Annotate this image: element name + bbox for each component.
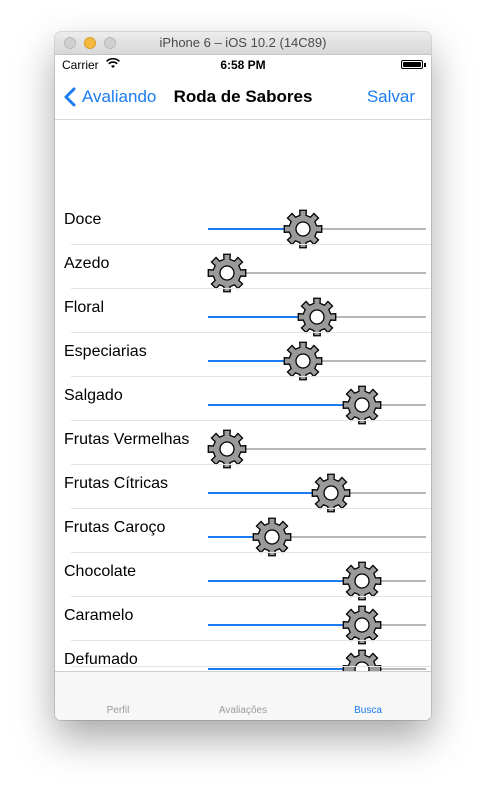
tab-avaliacoes[interactable]: Avaliações xyxy=(218,705,268,716)
flavor-list: Doce Azedo Floral Especiarias Salgado Frutas … xyxy=(55,201,431,689)
row-separator xyxy=(71,508,431,509)
flavor-label: Chocolate xyxy=(64,563,137,580)
list-item: Frutas Vermelhas xyxy=(55,421,431,469)
page-title: Roda de Sabores xyxy=(173,87,313,106)
gear-icon[interactable] xyxy=(283,341,323,381)
status-time: 6:58 PM xyxy=(220,58,266,72)
simulator-window: iPhone 6 – iOS 10.2 (14C89) Carrier 6:58… xyxy=(55,32,431,720)
list-item: Frutas Caroço xyxy=(55,509,431,557)
slider-fill xyxy=(208,536,272,538)
list-item: Azedo xyxy=(55,245,431,293)
flavor-slider[interactable] xyxy=(208,297,426,337)
flavor-slider[interactable] xyxy=(207,253,426,293)
gear-icon[interactable] xyxy=(207,429,247,469)
flavor-label: Azedo xyxy=(64,255,110,272)
flavor-label: Especiarias xyxy=(64,343,147,360)
slider-track xyxy=(208,272,426,274)
chevron-left-icon xyxy=(64,87,76,107)
slider-fill xyxy=(208,668,362,670)
gear-icon[interactable] xyxy=(207,253,247,293)
gear-icon[interactable] xyxy=(342,385,382,425)
flavor-label: Frutas Cítricas xyxy=(64,475,169,492)
flavor-slider[interactable] xyxy=(208,341,426,381)
carrier-label: Carrier xyxy=(62,58,99,72)
navigation-bar: Avaliando Roda de Sabores Salvar xyxy=(55,75,431,120)
flavor-label: Salgado xyxy=(64,387,123,404)
slider-track xyxy=(208,536,426,538)
row-separator xyxy=(71,640,431,641)
slider-fill xyxy=(208,360,303,362)
slider-fill xyxy=(208,624,362,626)
row-separator xyxy=(71,552,431,553)
flavor-label: Caramelo xyxy=(64,607,134,624)
gear-icon[interactable] xyxy=(283,209,323,249)
window-title: iPhone 6 – iOS 10.2 (14C89) xyxy=(159,35,327,50)
window-minimize-button[interactable] xyxy=(84,37,96,49)
device-screen: Carrier 6:58 PM Avaliando Roda de Sabore… xyxy=(55,55,431,720)
window-titlebar: iPhone 6 – iOS 10.2 (14C89) xyxy=(55,32,431,55)
tab-busca[interactable]: Busca xyxy=(354,705,382,716)
slider-fill xyxy=(208,492,332,494)
list-item: Salgado xyxy=(55,377,431,425)
status-bar: Carrier 6:58 PM xyxy=(55,55,431,75)
flavor-label: Frutas Vermelhas xyxy=(64,431,190,448)
row-separator xyxy=(71,288,431,289)
row-separator xyxy=(71,596,431,597)
flavor-label: Floral xyxy=(64,299,105,316)
slider-track xyxy=(208,448,426,450)
list-item: Floral xyxy=(55,289,431,337)
slider-fill xyxy=(208,580,362,582)
flavor-label: Doce xyxy=(64,211,102,228)
list-item: Especiarias xyxy=(55,333,431,381)
back-button[interactable]: Avaliando xyxy=(63,87,156,107)
list-separator xyxy=(71,666,431,667)
slider-fill xyxy=(208,316,317,318)
battery-icon xyxy=(401,60,423,69)
flavor-slider[interactable] xyxy=(208,605,426,645)
slider-fill xyxy=(208,228,303,230)
list-item: Doce xyxy=(55,201,431,249)
flavor-slider[interactable] xyxy=(208,209,426,249)
flavor-label: Defumado xyxy=(64,651,138,668)
row-separator xyxy=(71,420,431,421)
flavor-label: Frutas Caroço xyxy=(64,519,166,536)
row-separator xyxy=(71,464,431,465)
back-button-label: Avaliando xyxy=(82,87,157,106)
wifi-icon xyxy=(106,58,120,68)
slider-fill xyxy=(208,404,362,406)
battery-tip xyxy=(424,63,426,67)
row-separator xyxy=(71,376,431,377)
flavor-slider[interactable] xyxy=(208,385,426,425)
flavor-slider[interactable] xyxy=(208,561,426,601)
gear-icon[interactable] xyxy=(297,297,337,337)
list-item: Chocolate xyxy=(55,553,431,601)
list-item: Caramelo xyxy=(55,597,431,645)
gear-icon[interactable] xyxy=(342,561,382,601)
gear-icon[interactable] xyxy=(311,473,351,513)
window-close-button[interactable] xyxy=(64,37,76,49)
row-separator xyxy=(71,244,431,245)
gear-icon[interactable] xyxy=(252,517,292,557)
flavor-slider[interactable] xyxy=(208,517,426,557)
gear-icon[interactable] xyxy=(342,605,382,645)
list-item: Frutas Cítricas xyxy=(55,465,431,513)
flavor-slider[interactable] xyxy=(207,429,426,469)
window-zoom-button[interactable] xyxy=(104,37,116,49)
save-button[interactable]: Salvar xyxy=(366,87,415,106)
flavor-slider[interactable] xyxy=(208,473,426,513)
tab-bar: Perfil Avaliações Busca xyxy=(55,671,431,720)
tab-perfil[interactable]: Perfil xyxy=(106,705,130,716)
row-separator xyxy=(71,332,431,333)
